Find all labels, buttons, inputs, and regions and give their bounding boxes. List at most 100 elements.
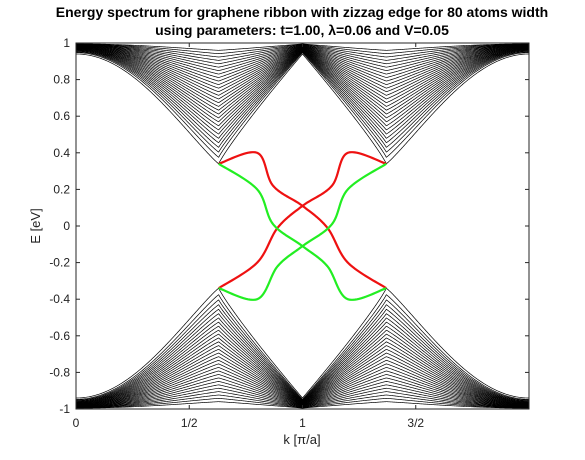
bulk-band-line	[76, 304, 303, 401]
bulk-band-line	[302, 51, 529, 148]
bulk-band-line	[76, 51, 303, 148]
bulk-band-line	[302, 287, 529, 399]
bulk-band-line	[302, 381, 529, 408]
bulk-band-line	[76, 363, 303, 406]
y-tick-label: 0.8	[53, 73, 70, 87]
bulk-band-line	[302, 48, 529, 123]
bulk-band-line	[302, 44, 529, 61]
bulk-band-line	[302, 47, 529, 104]
bulk-band-line	[76, 53, 303, 165]
bulk-band-line	[76, 50, 303, 139]
bulk-band-line	[302, 45, 529, 85]
bulk-band-line	[76, 45, 303, 82]
bulk-band-line	[76, 356, 303, 406]
bulk-band-line	[302, 43, 529, 58]
plot-area	[76, 43, 529, 409]
bulk-band-line	[302, 46, 529, 93]
chart-title-line-1: Energy spectrum for graphene ribbon with…	[56, 4, 548, 20]
bulk-band-line	[76, 341, 303, 405]
bulk-band-line	[76, 352, 303, 406]
bulk-band-line	[76, 45, 303, 75]
bulk-band-line	[76, 44, 303, 71]
bulk-band-line	[76, 294, 303, 400]
bulk-band-line	[302, 329, 529, 404]
bulk-band-line	[302, 401, 529, 409]
bulk-band-line	[302, 370, 529, 407]
edge-state-line-2	[218, 151, 387, 290]
x-tick-label: 1	[299, 416, 306, 430]
bulk-band-line	[302, 49, 529, 135]
bulk-band-line	[76, 46, 303, 93]
bulk-band-line	[76, 348, 303, 405]
bulk-band-line	[302, 46, 529, 96]
y-tick-label: -0.2	[49, 256, 70, 270]
bulk-band-line	[302, 341, 529, 405]
bulk-band-line	[76, 313, 303, 402]
bulk-band-line	[302, 398, 529, 409]
bulk-band-line	[302, 321, 529, 403]
bulk-band-line	[302, 377, 529, 407]
bulk-band-line	[302, 45, 529, 82]
chart-title-line-2: using parameters: t=1.00, λ=0.06 and V=0…	[155, 22, 449, 38]
x-tick-label: 0	[73, 416, 80, 430]
bulk-band-line	[76, 377, 303, 407]
bulk-band-line	[76, 50, 303, 144]
bulk-band-line	[302, 51, 529, 153]
bulk-band-line	[302, 391, 529, 408]
bulk-band-line	[76, 48, 303, 115]
bulk-band-line	[302, 45, 529, 78]
bulk-band-line	[302, 47, 529, 111]
y-tick-label: 0.4	[53, 146, 70, 160]
bulk-band-line	[302, 47, 529, 107]
bulk-band-line	[302, 367, 529, 407]
bulk-band-line	[302, 356, 529, 406]
y-tick-label: -0.6	[49, 329, 70, 343]
bulk-band-line	[76, 45, 303, 78]
bulk-band-line	[76, 43, 303, 51]
y-tick-label: 0.6	[53, 109, 70, 123]
bulk-band-line	[76, 370, 303, 407]
bulk-band-line	[76, 299, 303, 401]
bulk-band-line	[302, 50, 529, 139]
bulk-band-line	[76, 51, 303, 153]
bulk-band-line	[76, 43, 303, 58]
bulk-band-line	[302, 337, 529, 404]
bulk-band-line	[302, 48, 529, 119]
bulk-band-line	[302, 299, 529, 401]
bulk-band-line	[76, 329, 303, 404]
bulk-band-line	[76, 45, 303, 85]
bulk-band-line	[76, 48, 303, 119]
bulk-band-line	[76, 44, 303, 68]
bulk-band-line	[302, 304, 529, 401]
bulk-band-line	[302, 43, 529, 51]
bulk-band-line	[302, 374, 529, 407]
bulk-band-line	[76, 384, 303, 408]
bulk-band-line	[76, 398, 303, 409]
bulk-band-line	[302, 46, 529, 89]
bulk-band-line	[76, 44, 303, 65]
x-tick-label: 3/2	[407, 416, 424, 430]
bulk-band-line	[302, 363, 529, 406]
bulk-band-line	[76, 391, 303, 408]
bulk-band-line	[76, 325, 303, 404]
y-tick-label: 0.2	[53, 182, 70, 196]
bulk-band-line	[76, 46, 303, 100]
bulk-band-line	[302, 359, 529, 406]
bulk-band-line	[76, 317, 303, 403]
y-tick-label: -0.4	[49, 292, 70, 306]
bulk-band-line	[76, 47, 303, 111]
bulk-band-line	[302, 44, 529, 68]
bulk-band-line	[76, 47, 303, 107]
edge-states	[218, 151, 387, 301]
bulk-band-line	[302, 50, 529, 144]
y-tick-label: -0.8	[49, 365, 70, 379]
bulk-band-line	[302, 352, 529, 406]
bulk-band-line	[302, 394, 529, 409]
bulk-band-line	[302, 387, 529, 408]
bulk-band-line	[302, 44, 529, 65]
bulk-band-line	[302, 333, 529, 404]
bulk-band-line	[76, 287, 303, 399]
bulk-band-line	[302, 44, 529, 71]
y-tick-label: 0	[63, 219, 70, 233]
